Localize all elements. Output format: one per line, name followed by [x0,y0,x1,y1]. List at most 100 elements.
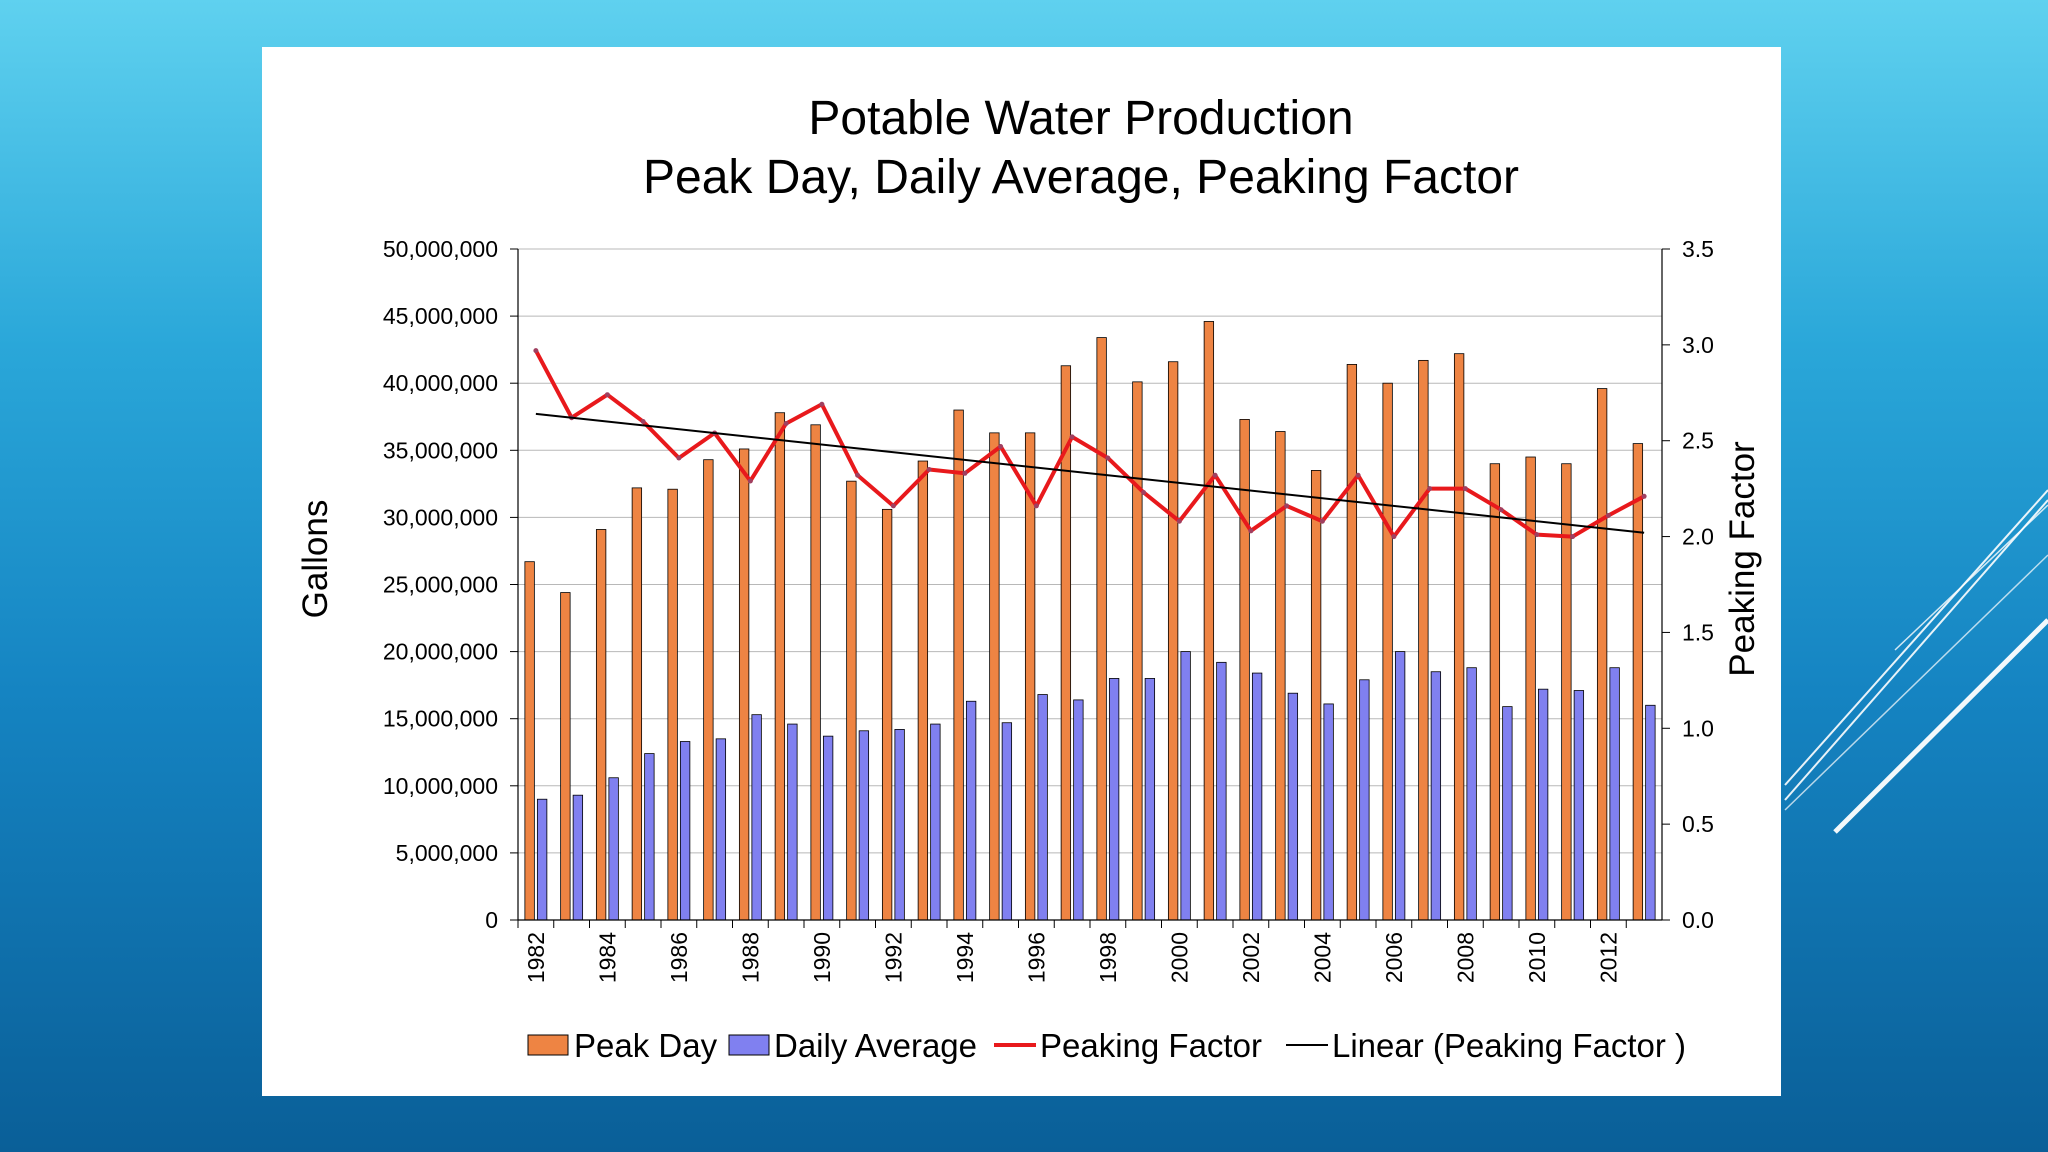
bar-daily-average [858,730,870,921]
bar-peak-day [917,460,929,921]
point-peaking-factor [962,470,968,476]
point-peaking-factor [676,455,682,461]
bar-daily-average [1359,679,1370,921]
point-peaking-factor [1355,472,1361,478]
y-tick-label: 20,000,000 [383,639,498,665]
bar-daily-average [1216,661,1227,921]
point-peaking-factor [1534,532,1540,538]
bar-peak-day [631,487,643,921]
bar-peak-day [738,448,750,921]
bar-daily-average [1323,703,1334,921]
deco-line [1784,489,2048,786]
point-peaking-factor [1284,503,1290,509]
y2-tick-label: 1.0 [1682,715,1714,741]
bar-daily-average [1144,678,1156,921]
bar-daily-average [715,738,727,921]
point-peaking-factor [998,443,1004,449]
point-peaking-factor [890,503,896,509]
bar-peak-day [1096,337,1107,921]
x-tick-label: 1994 [952,932,978,983]
bars [524,321,1656,921]
bar-daily-average [1073,699,1084,921]
bar-daily-average [1251,672,1263,921]
y2-tick-label: 2.5 [1682,428,1714,454]
bar-peak-day [560,592,571,921]
y-tick-label: 35,000,000 [383,437,498,463]
line-peaking-factor [534,349,1646,539]
x-tick-label: 1988 [737,932,763,983]
legend-label-daily-average: Daily Average [774,1027,977,1064]
point-peaking-factor [533,348,539,354]
bar-peak-day [1239,419,1250,921]
x-tick-label: 2004 [1309,932,1335,983]
deco-line [1784,554,2048,811]
bar-daily-average [1001,722,1013,921]
bar-peak-day [1596,388,1608,921]
chart: Potable Water Production Peak Day, Daily… [296,92,1762,1064]
x-tick-label: 1996 [1023,932,1049,983]
bar-daily-average [679,741,691,921]
legend-label-peaking-factor: Peaking Factor [1040,1027,1262,1064]
y-tick-label: 15,000,000 [383,706,498,732]
bar-peak-day [881,508,893,921]
bar-daily-average [644,753,655,921]
x-tick-label: 1998 [1095,932,1121,983]
point-peaking-factor [640,419,646,425]
bar-daily-average [1037,694,1048,921]
x-tick-label: 2000 [1166,932,1192,983]
bar-daily-average [1502,706,1513,921]
point-peaking-factor [1069,434,1075,440]
point-peaking-factor [1248,528,1254,534]
x-tick-label: 1986 [666,932,692,983]
x-tick-label: 1992 [880,932,906,983]
y2-tick-label: 0.0 [1682,907,1714,933]
point-peaking-factor [926,466,932,472]
bar-peak-day [1167,361,1179,921]
point-peaking-factor [604,392,610,398]
chart-title-line-1: Potable Water Production [808,92,1353,145]
bar-daily-average [1645,704,1656,921]
bar-daily-average [930,723,941,921]
y-axis-title: Gallons [296,500,335,619]
y2-tick-label: 0.5 [1682,811,1714,837]
y-tick-label: 30,000,000 [383,504,498,530]
point-peaking-factor [819,401,825,407]
legend-swatch-daily-average [728,1034,770,1056]
y2-tick-label: 1.5 [1682,619,1714,645]
x-tick-label: 1990 [809,932,835,983]
deco-line [1833,618,2048,834]
y-tick-label: 50,000,000 [383,236,498,262]
chart-panel: Potable Water Production Peak Day, Daily… [262,47,1781,1096]
point-peaking-factor [747,478,753,484]
legend-label-peak-day: Peak Day [574,1027,718,1064]
legend: Peak Day Daily Average Peaking Factor Li… [527,1027,1686,1064]
bar-peak-day [989,432,1000,921]
point-peaking-factor [1033,503,1039,509]
bar-peak-day [953,409,964,921]
bar-daily-average [1609,667,1620,921]
tick-labels: 0 5,000,000 10,000,000 15,000,000 20,000,000… [383,236,1714,983]
x-tick-label: 2006 [1381,932,1407,983]
x-tick-label: 2012 [1595,932,1621,983]
line-linear-trend [535,412,1645,534]
bar-peak-day [810,424,821,921]
point-peaking-factor [1391,534,1397,540]
bar-peak-day [1632,443,1644,921]
point-peaking-factor [1212,472,1218,478]
bar-daily-average [536,798,548,921]
bar-daily-average [787,723,798,921]
bar-peak-day [1489,463,1501,921]
x-tick-label: 2002 [1238,932,1264,983]
y-tick-label: 0 [485,907,498,933]
bar-peak-day [774,412,786,921]
bar-daily-average [572,794,584,921]
bar-peak-day [703,459,714,921]
bar-peak-day [1203,321,1215,921]
point-peaking-factor [1498,507,1504,513]
point-peaking-factor [1319,518,1325,524]
bar-daily-average [1394,651,1406,921]
y2-tick-label: 2.0 [1682,524,1714,550]
bar-daily-average [1287,692,1299,921]
chart-title-line-2: Peak Day, Daily Average, Peaking Factor [643,151,1519,204]
